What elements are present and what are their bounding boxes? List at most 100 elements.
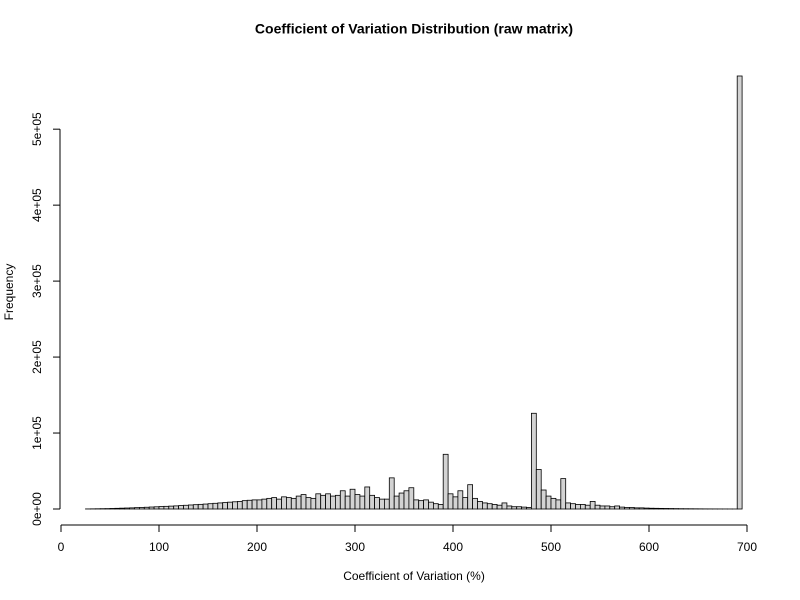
bar (491, 504, 498, 510)
bar (560, 478, 567, 510)
bar (565, 502, 572, 510)
bar (183, 504, 189, 510)
bar (119, 507, 126, 510)
bar (285, 497, 292, 510)
bar (290, 497, 297, 510)
bar (153, 506, 160, 510)
bar (320, 494, 327, 510)
x-tick-label: 400 (443, 540, 463, 554)
bar (212, 502, 219, 510)
x-tick-label: 100 (149, 540, 169, 554)
bar (383, 498, 390, 510)
y-tick-label: 5e+05 (30, 112, 44, 146)
bar (580, 504, 586, 510)
y-tick-label: 4e+05 (30, 188, 44, 222)
bar (609, 506, 616, 510)
bar (227, 501, 233, 510)
y-tick-label: 2e+05 (30, 340, 44, 374)
bar (599, 505, 606, 510)
bar (633, 507, 640, 510)
bar (501, 502, 508, 510)
bar (624, 507, 630, 510)
bar (658, 507, 665, 510)
bar (168, 505, 175, 510)
bar (310, 497, 317, 510)
bar (481, 502, 488, 510)
bar (124, 507, 130, 510)
bar (271, 497, 278, 510)
bar (364, 486, 371, 510)
bar (437, 504, 444, 510)
bar (393, 495, 400, 510)
bar (163, 505, 170, 510)
bar (506, 505, 513, 510)
bar (256, 499, 263, 510)
bar (442, 453, 449, 510)
y-tick-label: 0e+00 (30, 492, 44, 526)
bar (349, 488, 356, 510)
bar (432, 503, 439, 510)
bar (202, 503, 209, 510)
bar (379, 498, 385, 510)
bar (281, 496, 287, 510)
bar (300, 494, 307, 510)
bar (589, 501, 596, 510)
bar (462, 497, 469, 510)
bar (643, 507, 650, 510)
bar (638, 507, 645, 510)
bar (535, 469, 542, 510)
bar (334, 494, 341, 510)
x-axis-label: Coefficient of Variation (%) (343, 569, 485, 583)
bar (736, 75, 743, 510)
x-tick-label: 200 (247, 540, 267, 554)
bar (413, 499, 420, 510)
bar (428, 501, 434, 510)
bar (374, 497, 380, 510)
y-axis-label: Frequency (2, 264, 16, 321)
bar (114, 507, 121, 510)
chart-title: Coefficient of Variation Distribution (r… (255, 21, 573, 37)
bar (246, 499, 253, 510)
bar (648, 507, 655, 510)
bar (457, 490, 464, 510)
bar (472, 497, 478, 510)
bar (138, 507, 145, 510)
bar (173, 505, 179, 510)
bar (496, 504, 503, 510)
bar (619, 506, 625, 510)
bar (663, 508, 670, 510)
bar (408, 487, 415, 510)
bar (398, 492, 405, 510)
bar (555, 499, 562, 510)
x-tick-label: 700 (737, 540, 757, 554)
bar (452, 496, 459, 510)
bar (629, 507, 635, 510)
x-tick-label: 300 (345, 540, 365, 554)
bar (192, 504, 199, 510)
bar (187, 504, 194, 510)
bar (251, 499, 258, 510)
bar (550, 497, 557, 510)
bar (315, 493, 322, 510)
bar (467, 484, 474, 510)
bar (545, 495, 552, 510)
bar (526, 507, 532, 510)
bar (594, 504, 601, 510)
bar (222, 502, 228, 510)
bar (295, 495, 302, 510)
bar (447, 493, 454, 510)
bar (207, 503, 214, 510)
bar (570, 503, 576, 510)
bar (261, 498, 268, 510)
bar (388, 477, 395, 510)
bar (486, 503, 493, 510)
bar (477, 501, 483, 510)
bar (369, 494, 376, 510)
bar (217, 502, 224, 510)
bar (359, 495, 366, 510)
y-tick-label: 3e+05 (30, 264, 44, 298)
bar (232, 501, 238, 510)
bar (653, 507, 660, 510)
